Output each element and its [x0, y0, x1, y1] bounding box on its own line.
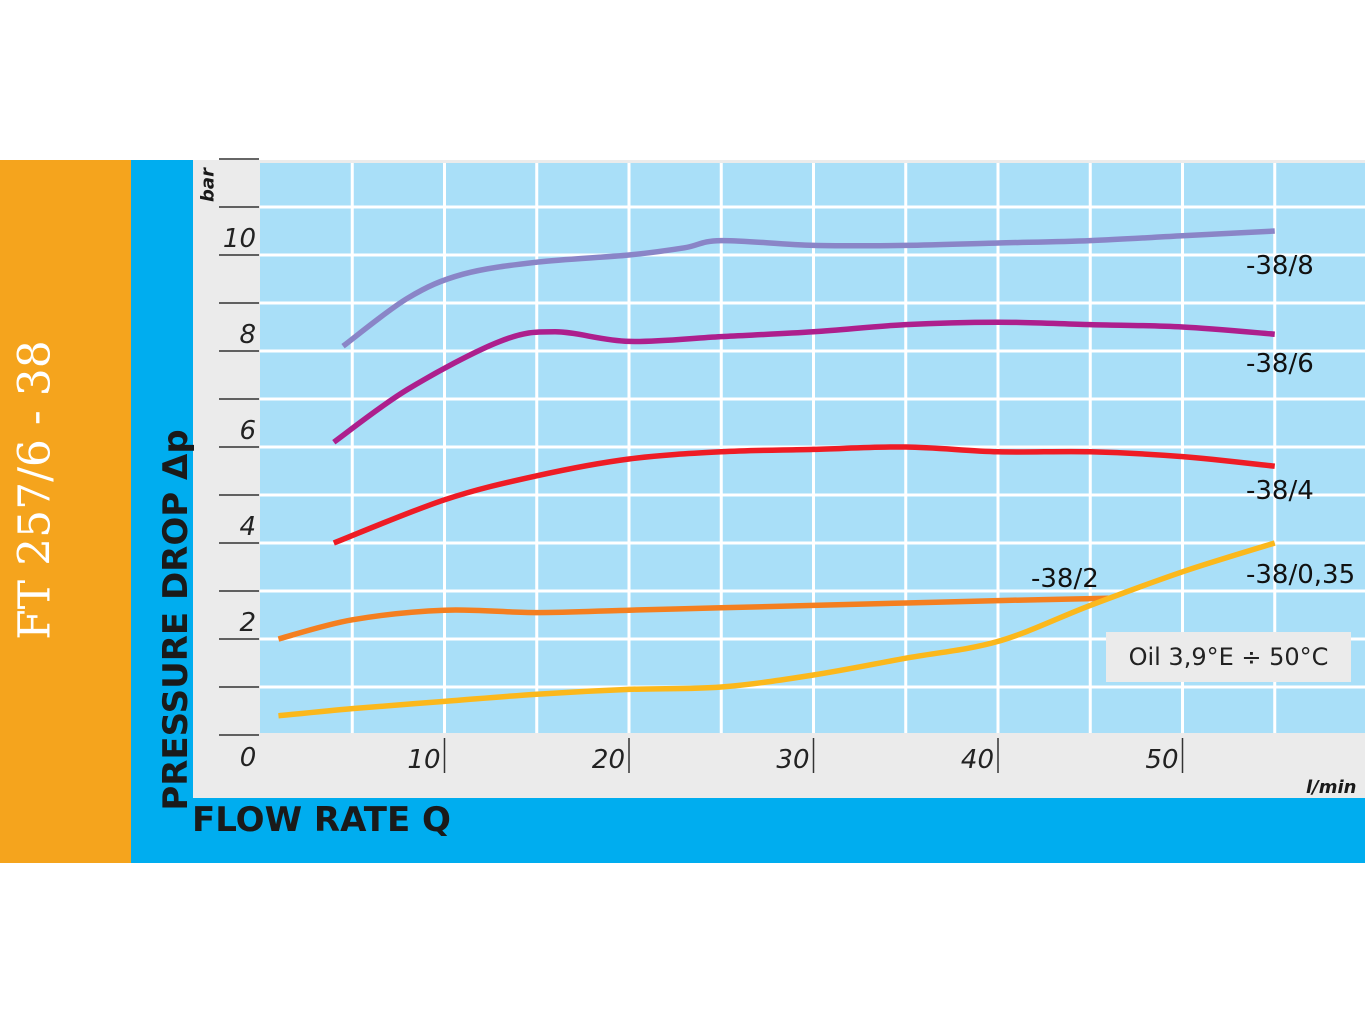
oil-note: Oil 3,9°E ÷ 50°C [1106, 632, 1351, 682]
series-label: -38/6 [1246, 349, 1314, 379]
x-tick-label: 30 [776, 745, 809, 775]
x-tick-label: 0 [240, 743, 257, 773]
series-label: -38/4 [1246, 476, 1314, 506]
y-tick-label: 10 [223, 224, 256, 254]
x-unit-label: l/min [1306, 777, 1357, 798]
x-tick-label: 10 [407, 745, 440, 775]
x-tick-label: 20 [592, 745, 625, 775]
y-tick-label: 2 [239, 608, 256, 638]
series-label: -38/0,35 [1246, 560, 1355, 590]
y-unit-label: bar [197, 168, 219, 202]
series-line-4 [278, 540, 1276, 719]
series-label: -38/2 [1031, 564, 1099, 594]
x-axis-label: FLOW RATE Q [192, 800, 451, 840]
x-tick-label: 40 [961, 745, 994, 775]
series-line-0 [341, 228, 1275, 349]
y-tick-label: 8 [239, 320, 256, 350]
x-tick-label: 50 [1145, 745, 1178, 775]
y-axis-label: PRESSURE DROP Δp [156, 429, 196, 811]
series-line-3 [277, 595, 1109, 642]
series-label: -38/8 [1246, 251, 1314, 281]
series-line-1 [332, 319, 1275, 445]
series-line-2 [332, 444, 1276, 546]
y-tick-label: 6 [239, 416, 256, 446]
y-tick-label: 4 [239, 512, 256, 542]
side-panel: FT 257/6 - 38 [0, 160, 131, 863]
